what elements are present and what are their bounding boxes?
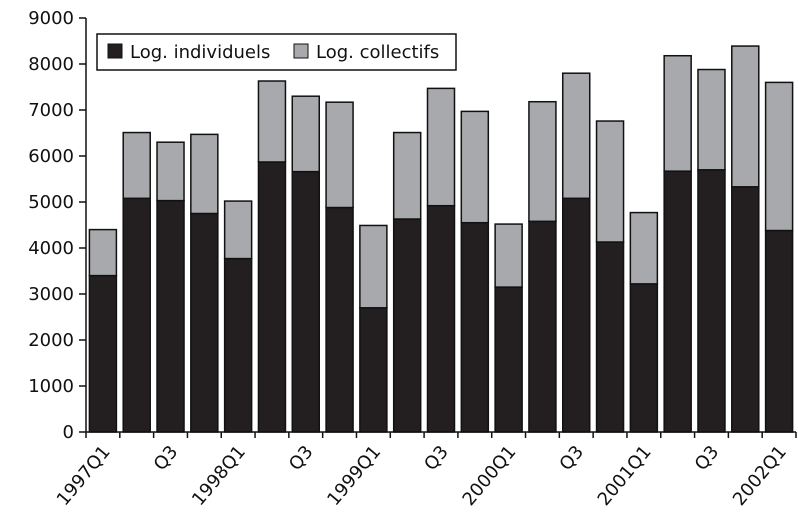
bar-segment-individuels bbox=[122, 197, 151, 433]
bar-segment-individuels bbox=[697, 169, 726, 433]
legend-box bbox=[96, 33, 457, 71]
y-tick-label: 8000 bbox=[28, 54, 74, 75]
x-tick-label: 2000Q1 bbox=[458, 442, 520, 510]
legend-label-collectifs: Log. collectifs bbox=[316, 42, 439, 63]
bar-segment-collectifs bbox=[426, 87, 456, 207]
x-tick-label: Q3 bbox=[150, 442, 183, 475]
bar-segment-individuels bbox=[731, 186, 760, 433]
bar-segment-collectifs bbox=[494, 223, 523, 288]
x-tick-label: 1997Q1 bbox=[53, 442, 115, 510]
legend-swatch-collectifs bbox=[293, 43, 309, 59]
bar-segment-collectifs bbox=[122, 131, 151, 200]
bar-segment-individuels bbox=[392, 218, 422, 433]
bar-segment-individuels bbox=[88, 274, 118, 433]
bar-segment-collectifs bbox=[731, 45, 760, 188]
x-tick-label: 1999Q1 bbox=[323, 442, 385, 510]
x-tick-label: Q3 bbox=[285, 442, 318, 475]
bar-segment-individuels bbox=[359, 307, 388, 433]
bars-layer bbox=[88, 45, 794, 433]
bar-segment-collectifs bbox=[561, 72, 591, 200]
bar-segment-collectifs bbox=[223, 200, 253, 260]
bar-segment-individuels bbox=[494, 286, 523, 433]
bar-segment-individuels bbox=[156, 199, 185, 433]
x-tick-label: 1998Q1 bbox=[188, 442, 250, 510]
bar-segment-individuels bbox=[764, 229, 794, 433]
bar-segment-individuels bbox=[460, 221, 490, 433]
bar-segment-collectifs bbox=[359, 224, 388, 309]
bar-segment-individuels bbox=[663, 170, 692, 433]
bar-segment-collectifs bbox=[190, 133, 219, 215]
bar-segment-collectifs bbox=[156, 141, 185, 202]
legend-swatch-individuels bbox=[107, 43, 123, 59]
bar-segment-collectifs bbox=[528, 100, 557, 223]
bar-segment-collectifs bbox=[460, 110, 490, 224]
y-tick-label: 4000 bbox=[28, 238, 74, 259]
bar-segment-collectifs bbox=[392, 131, 422, 220]
bar-segment-individuels bbox=[291, 170, 321, 433]
x-tick-label: Q3 bbox=[556, 442, 589, 475]
x-tick-label: 2002Q1 bbox=[729, 442, 791, 510]
x-tick-label: 2001Q1 bbox=[594, 442, 656, 510]
bar-segment-collectifs bbox=[764, 81, 794, 232]
legend: Log. individuels Log. collectifs bbox=[96, 33, 457, 71]
y-tick-label: 1000 bbox=[28, 376, 74, 397]
legend-label-individuels: Log. individuels bbox=[130, 42, 270, 63]
y-tick-label: 2000 bbox=[28, 330, 74, 351]
bar-segment-individuels bbox=[561, 197, 591, 433]
y-tick-label: 3000 bbox=[28, 284, 74, 305]
bar-segment-collectifs bbox=[291, 95, 321, 173]
bar-segment-individuels bbox=[595, 241, 625, 433]
bar-segment-collectifs bbox=[697, 68, 726, 171]
bar-segment-collectifs bbox=[663, 54, 692, 172]
bar-segment-collectifs bbox=[325, 101, 354, 209]
bar-segment-individuels bbox=[257, 161, 287, 433]
x-tick-label: Q3 bbox=[691, 442, 724, 475]
bar-segment-individuels bbox=[426, 204, 456, 433]
bar-segment-individuels bbox=[223, 257, 253, 433]
bar-segment-individuels bbox=[325, 206, 354, 433]
y-tick-label: 5000 bbox=[28, 192, 74, 213]
y-tick-label: 9000 bbox=[28, 8, 74, 29]
bar-segment-individuels bbox=[190, 212, 219, 433]
y-tick-label: 0 bbox=[63, 422, 74, 443]
bar-segment-individuels bbox=[528, 220, 557, 433]
y-tick-label: 6000 bbox=[28, 146, 74, 167]
x-tick-label: Q3 bbox=[420, 442, 453, 475]
y-tick-label: 7000 bbox=[28, 100, 74, 121]
bar-segment-collectifs bbox=[88, 228, 118, 277]
bar-segment-collectifs bbox=[595, 120, 625, 243]
bar-segment-collectifs bbox=[257, 80, 287, 163]
bar-segment-individuels bbox=[629, 283, 659, 433]
bar-segment-collectifs bbox=[629, 211, 659, 285]
